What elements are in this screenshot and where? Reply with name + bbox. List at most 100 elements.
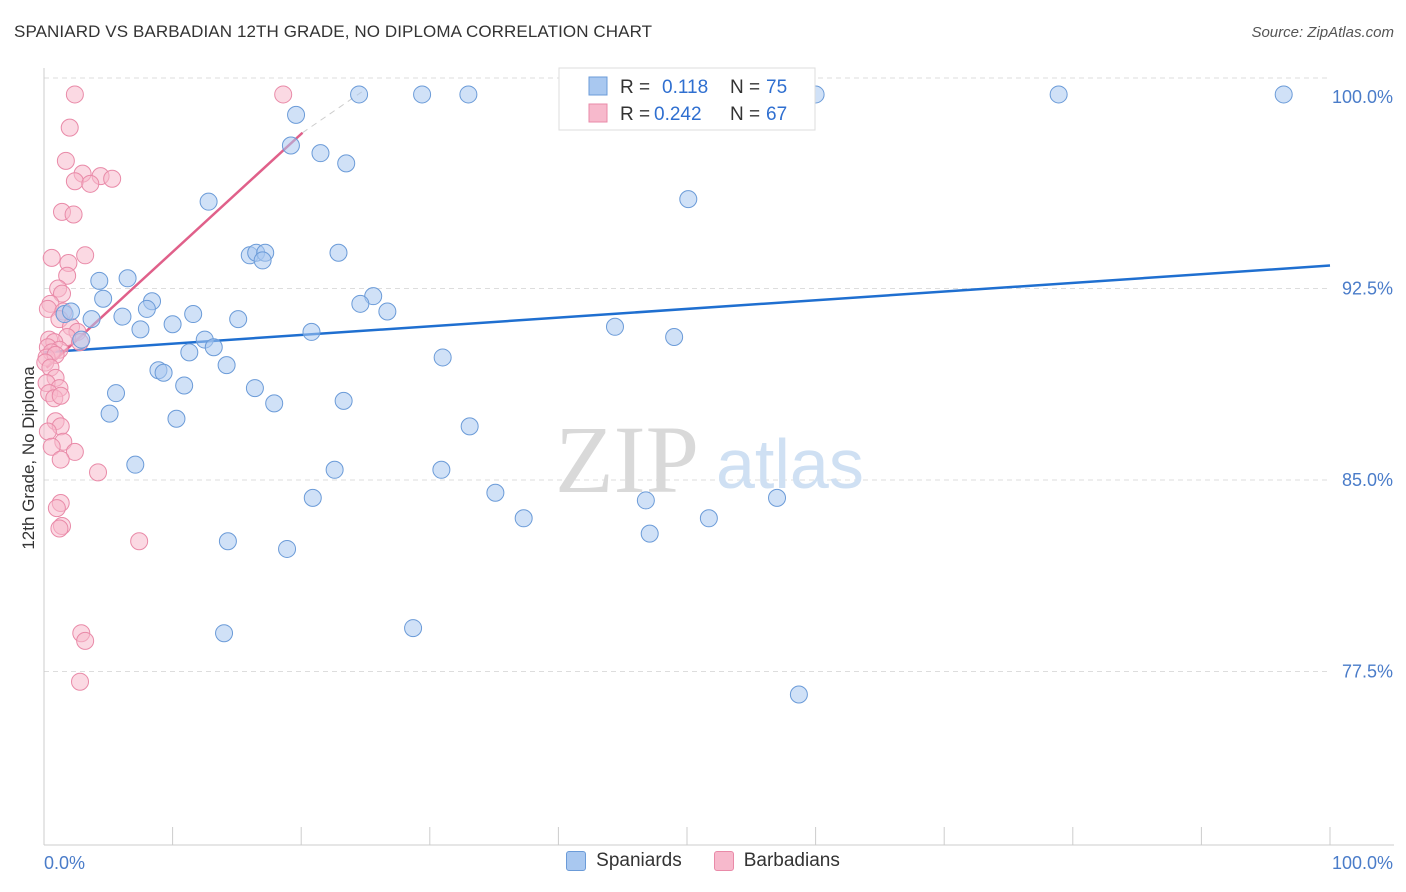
spaniard-point <box>126 455 145 474</box>
spaniard-point <box>1049 85 1068 104</box>
barbadian-point <box>274 85 293 104</box>
spaniard-point <box>218 532 237 551</box>
barbadian-point <box>38 422 57 441</box>
series-swatch-spaniards <box>566 851 587 871</box>
barbadian-point <box>130 532 149 551</box>
spaniard-point <box>265 394 284 413</box>
spaniard-point <box>100 404 119 423</box>
spaniard-point <box>167 409 186 428</box>
spaniard-point <box>107 384 126 403</box>
spaniard-point <box>699 509 718 528</box>
spaniard-point <box>278 539 297 558</box>
y-axis-label: 12th Grade, No Diploma <box>19 366 38 550</box>
barbadian-point <box>58 266 77 285</box>
spaniard-point <box>640 524 659 543</box>
spaniard-point <box>199 192 218 211</box>
grid-lines <box>44 77 1330 672</box>
spaniard-point <box>514 509 533 528</box>
barbadian-points <box>36 85 293 691</box>
trend-line-spaniards <box>43 264 1331 354</box>
spaniard-point <box>329 243 348 262</box>
legend-r-value-spaniards: 0.118 <box>662 77 708 98</box>
spaniard-point <box>432 460 451 479</box>
spaniard-point <box>1274 85 1293 104</box>
spaniard-point <box>184 305 203 324</box>
spaniard-point <box>137 299 156 318</box>
spaniard-point <box>82 310 101 329</box>
spaniard-point <box>413 85 432 104</box>
spaniard-point <box>217 356 236 375</box>
spaniard-point <box>789 685 808 704</box>
barbadian-point <box>51 386 70 405</box>
legend-swatch-spaniards <box>588 76 608 96</box>
spaniard-point <box>460 417 479 436</box>
series-legend: Spaniards Barbadians <box>0 850 1406 872</box>
spaniard-point <box>404 619 423 638</box>
spaniard-point <box>679 190 698 209</box>
axes <box>43 68 1394 846</box>
spaniard-point <box>605 317 624 336</box>
spaniard-point <box>154 363 173 382</box>
spaniard-point <box>287 105 306 124</box>
series-swatch-barbadians <box>713 851 734 871</box>
spaniard-point <box>118 269 137 288</box>
spaniard-point <box>215 624 234 643</box>
barbadian-point <box>42 248 61 267</box>
barbadian-point <box>64 205 83 224</box>
spaniard-point <box>337 154 356 173</box>
spaniard-point <box>94 289 113 308</box>
spaniard-point <box>325 460 344 479</box>
barbadian-point <box>81 174 100 193</box>
watermark: ZIP atlas <box>555 406 864 513</box>
x-tick-label-max: 100.0% <box>1332 853 1393 873</box>
spaniard-point <box>433 348 452 367</box>
trend-extension-barbadians <box>302 88 366 134</box>
barbadian-point <box>89 463 108 482</box>
spaniard-point <box>204 338 223 357</box>
spaniard-point <box>378 302 397 321</box>
spaniard-point <box>281 136 300 155</box>
barbadian-point <box>65 85 84 104</box>
spaniard-point <box>229 310 248 329</box>
spaniard-point <box>245 379 264 398</box>
watermark-zip: ZIP <box>555 406 699 513</box>
spaniard-point <box>90 271 109 290</box>
legend-n-label-barbadians: N = <box>730 104 760 125</box>
barbadian-point <box>51 450 70 469</box>
x-tick-label-min: 0.0% <box>44 853 85 873</box>
spaniard-point <box>72 330 91 349</box>
spaniard-point <box>175 376 194 395</box>
spaniard-point <box>486 483 505 502</box>
spaniard-point <box>302 322 321 341</box>
barbadian-point <box>65 172 84 191</box>
y-tick-label: 92.5% <box>1342 279 1393 299</box>
spaniard-point <box>62 302 81 321</box>
barbadian-point <box>76 246 95 265</box>
spaniard-point <box>131 320 150 339</box>
legend-n-label-spaniards: N = <box>730 77 760 98</box>
chart-title: SPANIARD VS BARBADIAN 12TH GRADE, NO DIP… <box>14 22 653 41</box>
trend-lines <box>43 88 1331 369</box>
spaniard-point <box>350 85 369 104</box>
spaniard-point <box>459 85 478 104</box>
spaniard-point <box>351 294 370 313</box>
legend-n-value-barbadians: 67 <box>766 104 787 125</box>
spaniard-point <box>768 488 787 507</box>
y-tick-label: 85.0% <box>1342 470 1393 490</box>
barbadian-point <box>65 442 84 461</box>
spaniard-points <box>55 85 1293 704</box>
series-legend-spaniards: Spaniards <box>566 850 682 872</box>
spaniard-point <box>303 488 322 507</box>
watermark-atlas: atlas <box>716 425 864 503</box>
barbadian-point <box>71 672 90 691</box>
legend: R = 0.118 N = 75 R = 0.242 N = 67 <box>558 67 816 131</box>
spaniard-point <box>311 144 330 163</box>
series-label-spaniards: Spaniards <box>596 850 682 871</box>
barbadian-point <box>42 437 61 456</box>
spaniard-point <box>636 491 655 510</box>
series-legend-barbadians: Barbadians <box>713 850 840 872</box>
legend-r-label-barbadians: R = <box>620 104 650 125</box>
legend-r-label-spaniards: R = <box>620 77 650 98</box>
barbadian-point <box>47 499 66 518</box>
